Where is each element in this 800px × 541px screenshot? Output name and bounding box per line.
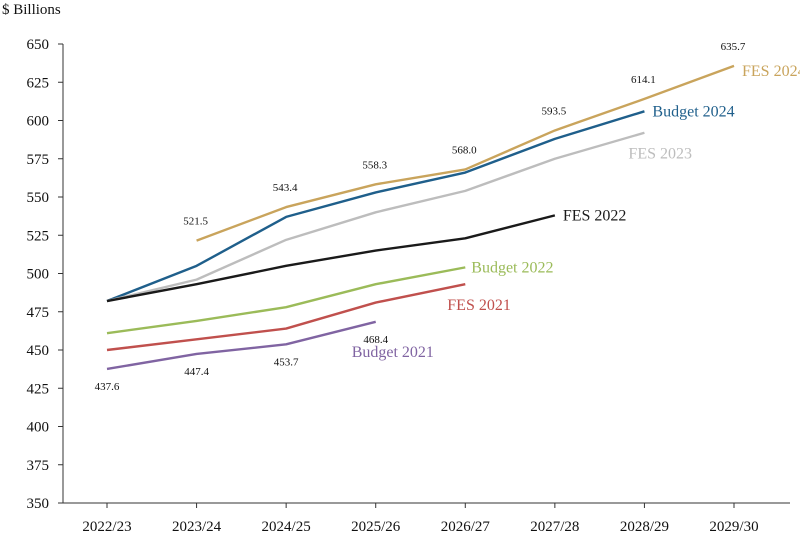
data-label: 521.5 [183,216,208,228]
series-name-label: Budget 2024 [652,103,734,120]
series-line-fes-2024 [196,64,735,242]
series-line-fes-2023 [106,131,645,303]
y-tick-label: 400 [27,420,50,436]
series-line-budget-2024 [106,110,645,303]
y-tick-label: 525 [27,228,50,244]
series-name-labels: FES 2024 Budget 2024 FES 2023 FES 2022 Budge… [352,63,800,361]
series-line-budget-2021 [106,320,377,371]
y-axis-unit-label: $ Billions [2,2,61,18]
data-label: 593.5 [541,105,566,117]
y-tick-label: 375 [27,458,50,474]
data-label: 437.6 [95,381,120,393]
series-line-fes-2022 [106,214,556,303]
series-name-label: FES 2024 [742,63,800,80]
x-tick-label: 2025/26 [351,519,401,535]
y-tick-label: 600 [27,114,50,130]
y-tick-label: 625 [27,75,50,91]
data-labels: 521.5 543.4 558.3 568.0 593.5 614.1 635.7 437.6… [95,41,746,393]
x-tick-label: 2026/27 [441,519,491,535]
data-label: 543.4 [273,182,298,194]
y-tick-label: 500 [27,267,50,283]
series-name-label: FES 2022 [563,207,627,224]
y-tick-label: 450 [27,343,50,359]
y-tick-label: 475 [27,305,50,321]
y-tick-label: 575 [27,152,50,168]
data-label: 468.4 [363,334,388,346]
series-name-label: Budget 2021 [352,344,434,361]
x-tick-label: 2029/30 [709,519,758,535]
data-label: 558.3 [362,159,387,171]
series-name-label: FES 2023 [628,146,692,163]
series-lines [106,64,735,371]
y-tick-label: 350 [27,496,50,512]
data-label: 614.1 [631,74,656,86]
x-tick-label: 2028/29 [620,519,669,535]
data-label: 568.0 [452,144,477,156]
data-label: 635.7 [721,41,746,53]
y-tick-label: 550 [27,190,50,206]
series-name-label: Budget 2022 [471,259,553,276]
y-tick-label: 425 [27,381,50,397]
x-tick-label: 2027/28 [530,519,579,535]
x-tick-label: 2022/23 [82,519,131,535]
x-tick-label: 2023/24 [172,519,222,535]
series-name-label: FES 2021 [447,297,511,314]
data-label: 447.4 [184,366,209,378]
axes: 350 375 400 425 450 475 500 525 550 575 600 625 650 2… [27,37,790,535]
y-tick-label: 650 [27,37,50,53]
series-line-fes-2021 [106,283,466,352]
series-line-budget-2022 [106,266,466,335]
x-tick-label: 2024/25 [262,519,311,535]
data-label: 453.7 [274,356,299,368]
